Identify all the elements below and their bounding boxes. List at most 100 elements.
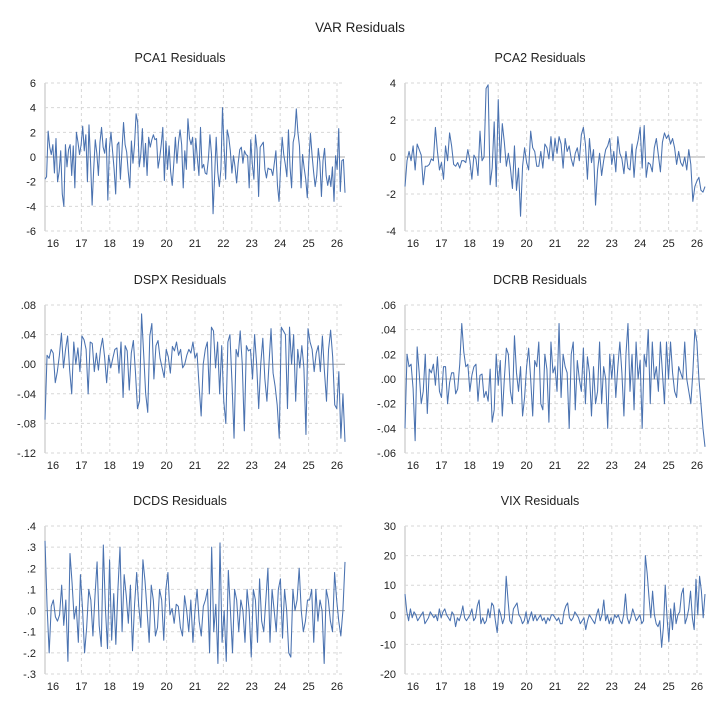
x-tick-label: 19: [492, 238, 504, 250]
x-tick-label: 18: [104, 238, 116, 250]
x-tick-label: 17: [75, 460, 87, 472]
x-tick-label: 20: [520, 681, 532, 693]
x-tick-label: 24: [274, 681, 286, 693]
x-tick-label: 22: [217, 460, 229, 472]
y-tick-label: -.12: [17, 448, 36, 460]
y-tick-label: .04: [21, 330, 36, 342]
y-tick-label: .0: [27, 606, 36, 618]
y-tick-label: 30: [384, 521, 396, 533]
panel-title: VIX Residuals: [501, 494, 580, 508]
x-tick-label: 22: [577, 460, 589, 472]
y-tick-label: -.08: [17, 418, 36, 430]
x-tick-label: 21: [549, 681, 561, 693]
x-tick-label: 17: [75, 238, 87, 250]
x-tick-label: 17: [435, 681, 447, 693]
panel-dcds-residuals: DCDS Residuals -.3 -.2 -.1 .0 .1 .2 .3 .4 16 17 18 1…: [23, 494, 346, 693]
x-tick-label: 24: [634, 238, 646, 250]
x-tick-label: 25: [662, 460, 674, 472]
x-tick-label: 23: [606, 460, 618, 472]
x-tick-label: 25: [302, 238, 314, 250]
x-tick-label: 26: [691, 238, 703, 250]
y-tick-label: 10: [384, 580, 396, 592]
x-tick-label: 20: [520, 238, 532, 250]
x-tick-label: 26: [331, 460, 343, 472]
x-tick-label: 20: [160, 460, 172, 472]
x-tick-label: 23: [246, 238, 258, 250]
x-tick-label: 26: [691, 460, 703, 472]
y-tick-label: 20: [384, 551, 396, 563]
x-tick-label: 18: [104, 460, 116, 472]
x-tick-label: 25: [302, 681, 314, 693]
y-tick-label: .06: [381, 300, 396, 312]
x-tick-label: 17: [435, 238, 447, 250]
y-tick-label: .00: [381, 374, 396, 386]
y-tick-label: -.2: [23, 648, 36, 660]
y-tick-label: -2: [26, 177, 36, 189]
x-tick-label: 21: [189, 238, 201, 250]
x-tick-label: 22: [577, 681, 589, 693]
x-tick-label: 25: [302, 460, 314, 472]
y-tick-label: 0: [390, 152, 396, 164]
panel-vix-residuals: VIX Residuals -20 -10 0 10 20 30 16 17 18 19 20 21 22…: [380, 494, 706, 693]
x-tick-label: 25: [662, 681, 674, 693]
x-tick-label: 23: [606, 681, 618, 693]
panel-title: DSPX Residuals: [134, 273, 226, 287]
y-tick-label: .1: [27, 584, 36, 596]
x-tick-label: 23: [246, 460, 258, 472]
y-tick-label: .02: [381, 349, 396, 361]
y-tick-label: 6: [30, 78, 36, 90]
series-line-pca2-residuals: [404, 84, 706, 217]
y-tick-label: 0: [390, 610, 396, 622]
x-tick-label: 24: [274, 238, 286, 250]
series-line-dcds-residuals: [44, 540, 346, 664]
x-tick-label: 16: [47, 460, 59, 472]
y-tick-label: -4: [26, 201, 36, 213]
panel-title: PCA1 Residuals: [134, 51, 225, 65]
y-tick-label: .00: [21, 359, 36, 371]
x-tick-label: 22: [217, 681, 229, 693]
x-tick-label: 17: [435, 460, 447, 472]
series-line-dspx-residuals: [44, 313, 346, 442]
y-tick-label: 4: [390, 78, 396, 90]
x-tick-label: 17: [75, 681, 87, 693]
x-tick-label: 26: [331, 238, 343, 250]
y-tick-label: 2: [30, 127, 36, 139]
x-tick-label: 18: [104, 681, 116, 693]
x-tick-label: 16: [47, 681, 59, 693]
y-tick-label: 0: [30, 152, 36, 164]
x-tick-label: 18: [464, 460, 476, 472]
x-tick-label: 18: [464, 238, 476, 250]
x-tick-label: 26: [691, 681, 703, 693]
series-line-vix-residuals: [404, 555, 706, 648]
x-tick-label: 19: [492, 460, 504, 472]
y-tick-label: -.04: [17, 389, 36, 401]
x-tick-label: 16: [407, 460, 419, 472]
x-tick-label: 19: [492, 681, 504, 693]
x-tick-label: 21: [549, 460, 561, 472]
y-tick-label: .4: [27, 521, 36, 533]
y-tick-label: 2: [390, 115, 396, 127]
x-tick-label: 22: [577, 238, 589, 250]
x-tick-label: 16: [47, 238, 59, 250]
x-tick-label: 20: [160, 681, 172, 693]
x-tick-label: 19: [132, 238, 144, 250]
y-tick-label: -.04: [377, 423, 396, 435]
x-tick-label: 20: [160, 238, 172, 250]
x-tick-label: 25: [662, 238, 674, 250]
figure-title: VAR Residuals: [315, 20, 405, 35]
y-tick-label: -10: [380, 639, 396, 651]
x-tick-label: 22: [217, 238, 229, 250]
x-tick-label: 16: [407, 681, 419, 693]
x-tick-label: 19: [132, 460, 144, 472]
panel-dcrb-residuals: DCRB Residuals -.06 -.04 -.02 .00 .02 .04 .06 16…: [377, 273, 706, 472]
y-tick-label: -.3: [23, 669, 36, 681]
y-tick-label: .08: [21, 300, 36, 312]
panel-title: PCA2 Residuals: [494, 51, 585, 65]
x-tick-label: 24: [634, 681, 646, 693]
panel-title: DCDS Residuals: [133, 494, 227, 508]
series-line-pca1-residuals: [44, 107, 346, 215]
x-tick-label: 16: [407, 238, 419, 250]
x-tick-label: 20: [520, 460, 532, 472]
